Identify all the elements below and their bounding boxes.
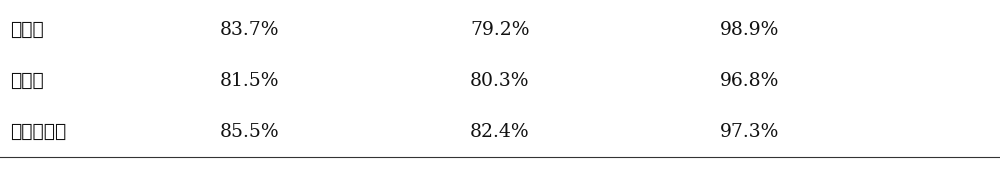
Text: 79.2%: 79.2% (470, 21, 530, 39)
Text: 绿磺隆: 绿磺隆 (10, 72, 44, 90)
Text: 97.3%: 97.3% (720, 123, 779, 141)
Text: 83.7%: 83.7% (220, 21, 280, 39)
Text: 81.5%: 81.5% (220, 72, 280, 90)
Text: 82.4%: 82.4% (470, 123, 530, 141)
Text: 96.8%: 96.8% (720, 72, 779, 90)
Text: 80.3%: 80.3% (470, 72, 530, 90)
Text: 98.9%: 98.9% (720, 21, 779, 39)
Text: 85.5%: 85.5% (220, 123, 280, 141)
Text: 甲磺隆: 甲磺隆 (10, 21, 44, 39)
Text: 甲基二磺隆: 甲基二磺隆 (10, 123, 66, 141)
